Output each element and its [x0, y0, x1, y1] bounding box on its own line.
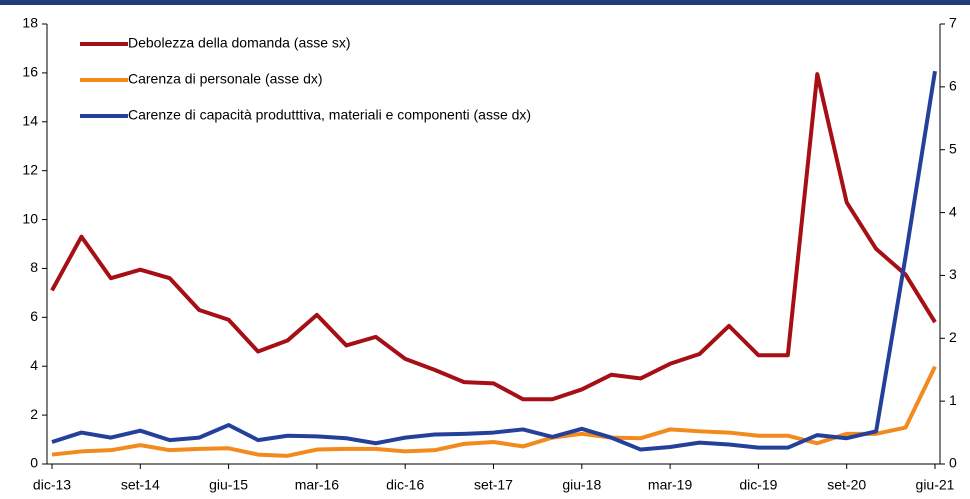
x-tick-label: mar-16: [295, 477, 340, 493]
x-tick-label: dic-19: [739, 477, 777, 493]
y2-tick-label: 0: [949, 455, 957, 471]
x-tick-label: set-17: [474, 477, 513, 493]
series-line: [51, 365, 937, 458]
y2-tick-label: 5: [949, 140, 957, 156]
y2-tick-label: 3: [949, 266, 957, 282]
y2-tick-label: 2: [949, 329, 957, 345]
legend-label: Carenze di capacità produtttiva, materia…: [128, 107, 531, 123]
y-tick-label: 12: [22, 161, 38, 177]
y2-tick-label: 7: [949, 15, 957, 31]
legend-label: Carenza di personale (asse dx): [128, 71, 323, 87]
x-tick-label: dic-13: [33, 477, 71, 493]
x-tick-label: giu-18: [562, 477, 601, 493]
y-tick-label: 0: [30, 455, 38, 471]
x-tick-label: dic-16: [386, 477, 424, 493]
y2-tick-label: 1: [949, 392, 957, 408]
y-tick-label: 14: [22, 112, 38, 128]
y-tick-label: 8: [30, 259, 38, 275]
x-tick-label: set-20: [827, 477, 866, 493]
x-tick-label: mar-19: [648, 477, 693, 493]
y-tick-label: 18: [22, 15, 38, 31]
y2-tick-label: 6: [949, 78, 957, 94]
series-line: [50, 72, 937, 402]
y-tick-label: 6: [30, 308, 38, 324]
header-bar: [0, 0, 970, 5]
legend-label: Debolezza della domanda (asse sx): [128, 35, 351, 51]
x-tick-label: giu-15: [209, 477, 248, 493]
y-tick-label: 2: [30, 406, 38, 422]
x-tick-label: giu-21: [916, 477, 955, 493]
series-line: [51, 70, 937, 452]
x-tick-label: set-14: [121, 477, 160, 493]
y-tick-label: 10: [22, 210, 38, 226]
y2-tick-label: 4: [949, 203, 957, 219]
y-tick-label: 4: [30, 357, 38, 373]
y-tick-label: 16: [22, 64, 38, 80]
